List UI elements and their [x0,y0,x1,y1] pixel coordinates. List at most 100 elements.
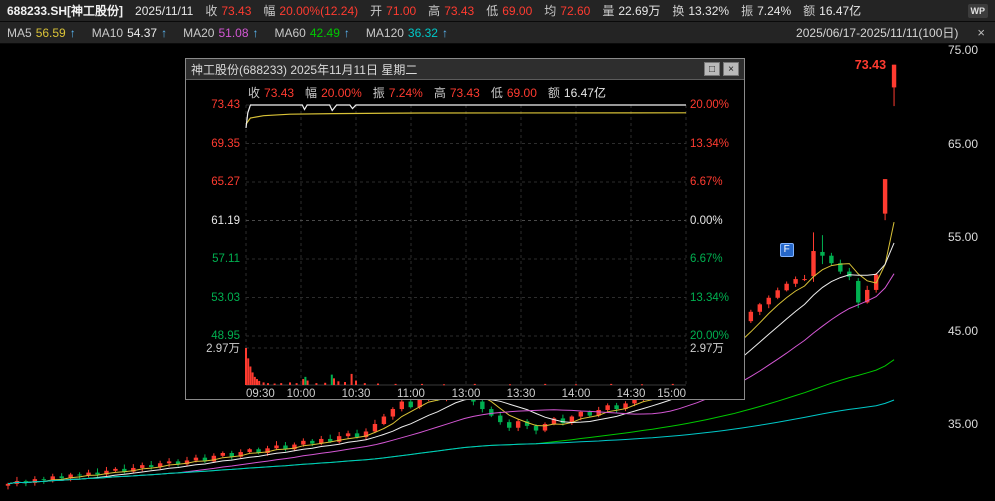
time-axis-label: 13:30 [506,388,536,400]
stat-label: 均 [544,4,557,18]
popup-right-axis-label: 6.67% [690,176,723,188]
ma-value: 36.32 [407,25,438,40]
popup-right-axis-label: 13.34% [690,291,730,304]
popup-title: 神工股份(688233) 2025年11月11日 星期二 [191,62,418,77]
popup-stat-value: 69.00 [506,85,537,100]
popup-left-axis-label: 48.95 [211,330,240,342]
stock-symbol[interactable]: 688233.SH[神工股份] [7,4,124,18]
stat-label: 高 [428,4,441,18]
price-axis-label: 55.00 [948,230,979,244]
stat-field: 收 73.43 [205,2,251,19]
stock-info-bar: 688233.SH[神工股份] 2025/11/11 收 73.43 幅 20.00%… [0,0,995,22]
last-price-label: 73.43 [854,57,887,72]
popup-stat-value: 73.43 [449,85,480,100]
popup-right-axis-label: 13.34% [690,137,730,150]
stat-field: 额 16.47亿 [803,2,861,19]
popup-stat-field: 幅 20.00% [305,84,362,101]
popup-stat-field: 额 16.47亿 [548,84,606,101]
popup-stat-value: 16.47亿 [563,86,606,100]
stat-field: 量 22.69万 [602,2,660,19]
stat-field: 幅 20.00%(12.24) [263,2,358,19]
time-axis-label: 15:00 [657,388,686,400]
ma-item-MA10: MA10 54.37 ↑ [92,26,167,40]
popup-left-axis-label: 65.27 [211,176,240,188]
popup-title-bar[interactable]: 神工股份(688233) 2025年11月11日 星期二 □ × [186,59,744,80]
time-axis-label: 14:00 [561,388,591,400]
popup-stat-label: 额 [547,86,560,100]
stat-value: 16.47亿 [819,4,862,18]
stat-value: 22.69万 [618,4,661,18]
stat-field: 换 13.32% [672,2,729,19]
up-arrow-icon: ↑ [161,25,168,40]
popup-left-axis-label: 57.11 [212,253,240,265]
stat-value: 7.24% [757,3,792,18]
ma-items: MA5 56.59 ↑ MA10 54.37 ↑ MA20 51.08 ↑ MA60 42.49 ↑ M… [7,26,448,40]
stat-value: 69.00 [502,3,533,18]
popup-left-axis-label: 61.19 [211,214,240,227]
wp-badge[interactable]: WP [967,3,988,18]
stat-value: 71.00 [386,3,417,18]
ma-item-MA60: MA60 42.49 ↑ [275,26,350,40]
stat-value: 72.60 [560,3,591,18]
ma-item-MA120: MA120 36.32 ↑ [366,26,448,40]
popup-stat-field: 振 7.24% [373,84,423,101]
stat-value: 73.43 [221,3,252,18]
ma-indicator-bar: MA5 56.59 ↑ MA10 54.37 ↑ MA20 51.08 ↑ MA60 42.49 ↑ M… [0,22,995,44]
close-icon[interactable]: × [977,25,985,40]
popup-right-axis-label: 20.00% [690,330,730,342]
intraday-canvas[interactable] [186,59,744,399]
popup-left-axis-label: 73.43 [211,99,240,111]
price-axis-label: 45.00 [948,323,979,338]
ma-label: MA120 [365,25,404,40]
popup-stat-value: 20.00% [321,85,362,100]
ma-label: MA5 [7,25,32,40]
stat-label: 开 [370,4,383,18]
price-axis-label: 65.00 [948,136,979,151]
up-arrow-icon: ↑ [252,25,259,40]
popup-stat-label: 振 [372,86,385,100]
ma-item-MA5: MA5 56.59 ↑ [7,26,76,40]
popup-stat-value: 73.43 [264,85,295,100]
popup-stat-label: 低 [490,86,503,100]
ma-item-MA20: MA20 51.08 ↑ [183,26,258,40]
stat-label: 低 [486,4,499,18]
ma-value: 51.08 [218,25,249,40]
stat-field: 高 73.43 [428,2,474,19]
stat-label: 额 [803,4,816,18]
price-axis-label: 75.00 [948,43,979,57]
popup-stat-field: 收 73.43 [248,84,294,101]
time-axis-label: 13:00 [451,388,481,400]
popup-stat-field: 高 73.43 [434,84,480,101]
stat-value: 13.32% [688,3,730,18]
up-arrow-icon: ↑ [69,25,76,40]
stat-label: 幅 [263,4,276,18]
maximize-icon[interactable]: □ [704,62,720,76]
ma-value: 54.37 [127,25,158,40]
daily-candlestick-chart[interactable]: 75.00 65.00 55.00 45.00 35.00 73.43 F 神工股份(6… [0,43,995,501]
date-range-label: 2025/06/17-2025/11/11(100日) [796,26,959,40]
stock-stat-fields: 收 73.43 幅 20.00%(12.24) 开 71.00 高 73.43 低 69.00 均 7… [205,2,861,19]
stat-value: 20.00%(12.24) [279,3,359,18]
time-axis-label: 10:00 [286,388,316,400]
ma-value: 42.49 [309,25,340,40]
popup-stat-field: 低 69.00 [491,84,537,101]
ma-label: MA20 [183,25,215,40]
event-flag-f[interactable]: F [779,243,794,258]
popup-close-icon[interactable]: × [723,62,739,76]
stat-field: 低 69.00 [486,2,532,19]
popup-stat-label: 幅 [305,86,318,100]
ma-value: 56.59 [35,25,66,40]
stat-label: 量 [602,4,615,18]
stat-field: 开 71.00 [370,2,416,19]
up-arrow-icon: ↑ [441,25,448,40]
popup-stat-label: 收 [248,86,261,100]
popup-left-axis-label: 53.03 [211,291,240,304]
time-axis-label: 10:30 [341,388,371,400]
trade-date: 2025/11/11 [135,3,194,18]
up-arrow-icon: ↑ [343,25,350,40]
time-axis-label: 11:00 [397,388,425,400]
popup-right-axis-label: 0.00% [690,214,723,227]
stat-field: 振 7.24% [741,2,791,19]
stat-value: 73.43 [444,3,475,18]
